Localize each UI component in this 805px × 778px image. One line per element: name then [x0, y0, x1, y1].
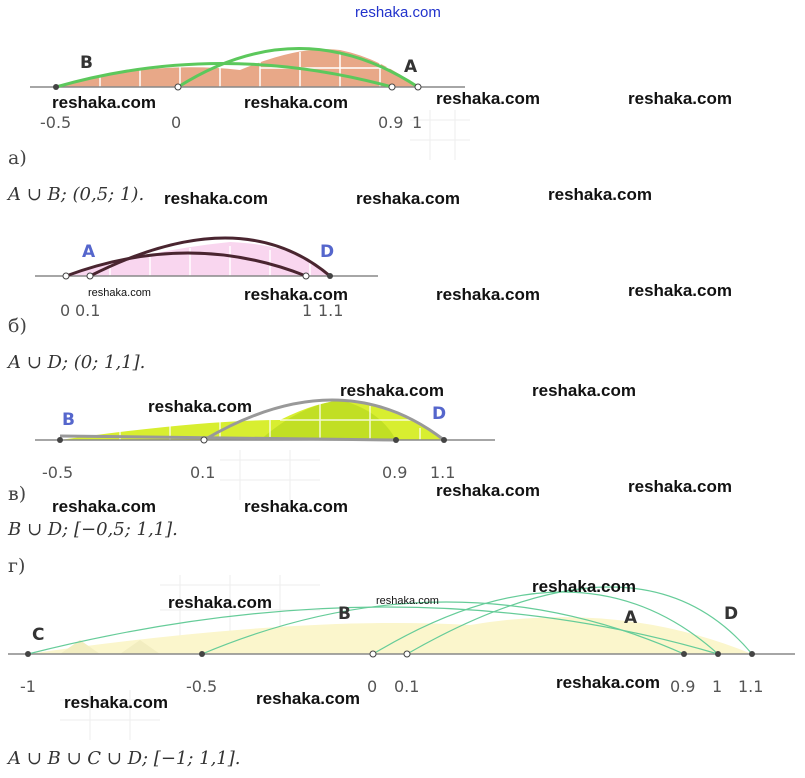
panel-d-answer: A ∪ B ∪ C ∪ D; [−1; 1,1].	[6, 748, 241, 769]
panel-d: г) C B A D -1 -0.5 0 0.1 0.9 1 1.1 A ∪ B…	[6, 555, 795, 769]
panel-a-fill	[56, 49, 418, 87]
watermark: reshaka.com	[244, 93, 348, 112]
watermark: reshaka.com	[244, 497, 348, 516]
panel-b-tick: 0	[60, 301, 70, 320]
watermark: reshaka.com	[628, 477, 732, 496]
panel-c-answer: B ∪ D; [−0,5; 1,1].	[7, 519, 178, 540]
background-grid	[60, 110, 470, 740]
panel-b: A D 0 0.1 1 1.1 б) A ∪ D; (0; 1,1].	[6, 236, 378, 373]
panel-d-arc-d	[406, 586, 753, 655]
panel-d-tick: 0.9	[670, 677, 695, 696]
panel-c-arc-d	[203, 398, 445, 442]
panel-c-label-b: B	[62, 410, 75, 430]
watermark: reshaka.com	[548, 185, 652, 204]
panel-d-point	[715, 651, 721, 657]
panel-d-label-b: B	[338, 604, 351, 624]
panel-a-point	[388, 83, 396, 91]
panel-c-tick: 1.1	[430, 463, 455, 482]
panel-c-point	[200, 436, 208, 444]
watermark: reshaka.com	[436, 481, 540, 500]
watermark: reshaka.com	[168, 593, 272, 612]
panel-d-point	[403, 650, 411, 658]
panel-b-point	[327, 273, 333, 279]
watermark: reshaka.com	[436, 89, 540, 108]
panel-b-point	[302, 272, 310, 280]
panel-d-tick: 1	[712, 677, 722, 696]
watermark: reshaka.com	[356, 189, 460, 208]
watermarks: reshaka.com reshaka.com reshaka.com resh…	[52, 89, 732, 712]
watermark: reshaka.com	[244, 285, 348, 304]
panel-d-marker: г)	[8, 555, 25, 577]
panel-c-label-d: D	[432, 404, 446, 424]
panel-d-point	[369, 650, 377, 658]
panel-d-tick: 0	[367, 677, 377, 696]
panel-c-tick: 0.9	[382, 463, 407, 482]
panel-a-marker: а)	[8, 147, 27, 169]
panel-d-label-c: C	[32, 625, 44, 645]
panel-d-point	[25, 651, 31, 657]
watermark: reshaka.com	[628, 281, 732, 300]
panel-c: B D -0.5 0.1 0.9 1.1 в) B ∪ D; [−0,5; 1,…	[7, 398, 495, 540]
panel-c-point	[441, 437, 447, 443]
panel-c-tick: 0.1	[190, 463, 215, 482]
panel-a: B A -0.5 0 0.9 1 а) A ∪ B; (0,5; 1).	[6, 47, 465, 205]
panel-b-label-a: A	[82, 242, 96, 262]
panel-a-label-a: A	[404, 57, 418, 77]
panel-d-fill	[28, 617, 752, 654]
panel-c-point	[57, 437, 63, 443]
panel-c-arc-b	[59, 434, 397, 442]
panel-d-tick: 0.1	[394, 677, 419, 696]
panel-a-point	[174, 83, 182, 91]
panel-b-point	[62, 272, 70, 280]
panel-a-answer: A ∪ B; (0,5; 1).	[6, 184, 144, 205]
panel-d-arc-b	[201, 601, 685, 655]
panel-b-label-d: D	[320, 242, 334, 262]
watermark: reshaka.com	[52, 93, 156, 112]
watermark: reshaka.com	[52, 497, 156, 516]
panel-d-point	[199, 651, 205, 657]
watermark: reshaka.com	[64, 693, 168, 712]
panel-b-arc-a	[65, 251, 307, 278]
panel-d-tick: 1.1	[738, 677, 763, 696]
panel-b-marker: б)	[8, 315, 27, 337]
watermark: reshaka.com	[164, 189, 268, 208]
panel-a-tick: -0.5	[40, 113, 71, 132]
watermark: reshaka.com	[532, 381, 636, 400]
panel-a-label-b: B	[80, 53, 93, 73]
panel-a-tick: 1	[412, 113, 422, 132]
watermark: reshaka.com	[340, 381, 444, 400]
watermark: reshaka.com	[628, 89, 732, 108]
panel-d-tick: -0.5	[186, 677, 217, 696]
panel-c-marker: в)	[8, 483, 26, 505]
panel-c-point	[393, 437, 399, 443]
panel-b-tick: 1	[302, 301, 312, 320]
panel-a-arc-a	[177, 47, 419, 89]
panel-a-point	[53, 84, 59, 90]
panel-d-label-a: A	[624, 608, 638, 628]
panel-d-point	[681, 651, 687, 657]
panel-b-point	[86, 272, 94, 280]
watermark: reshaka.com	[436, 285, 540, 304]
watermark-top: reshaka.com	[355, 4, 441, 21]
panel-a-point	[414, 83, 422, 91]
watermark-small: reshaka.com	[376, 595, 439, 607]
watermark: reshaka.com	[148, 397, 252, 416]
panel-b-fill	[66, 242, 330, 276]
panel-a-tick: 0.9	[378, 113, 403, 132]
panel-a-tick: 0	[171, 113, 181, 132]
panel-d-tick: -1	[20, 677, 36, 696]
watermark: reshaka.com	[532, 577, 636, 596]
panel-d-point	[749, 651, 755, 657]
panel-b-arc-d	[89, 236, 331, 278]
panel-b-tick: 1.1	[318, 301, 343, 320]
panel-d-fill-left	[60, 640, 160, 654]
panel-b-answer: A ∪ D; (0; 1,1].	[6, 352, 145, 373]
panel-c-tick: -0.5	[42, 463, 73, 482]
panel-b-tick: 0.1	[75, 301, 100, 320]
panel-d-label-d: D	[724, 604, 738, 624]
watermark-small: reshaka.com	[88, 287, 151, 299]
watermark: reshaka.com	[556, 673, 660, 692]
watermark: reshaka.com	[256, 689, 360, 708]
